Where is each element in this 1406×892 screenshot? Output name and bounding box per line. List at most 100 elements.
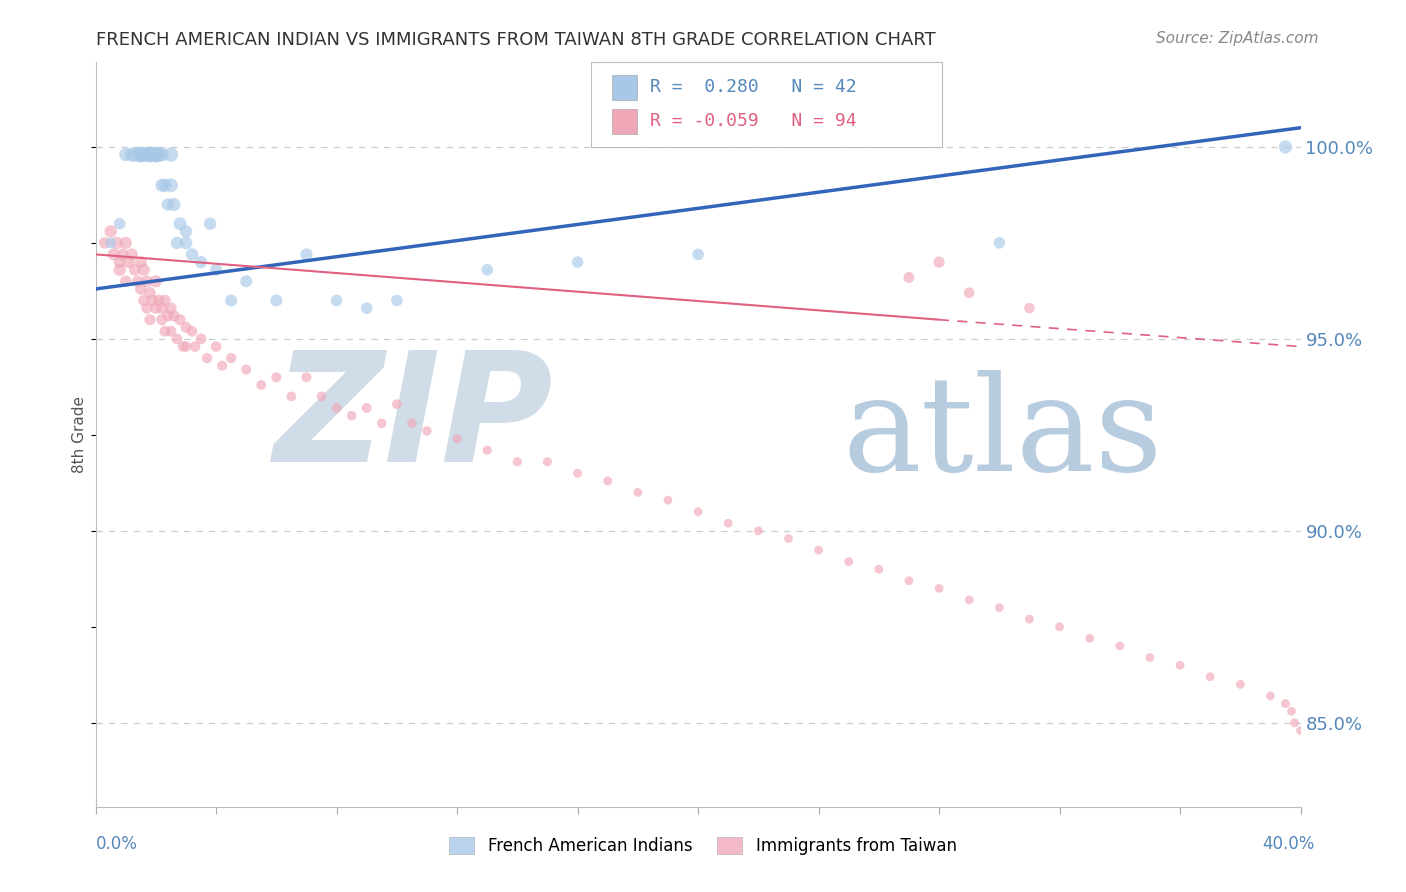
Point: [198, 217, 221, 231]
Point: [114, 274, 136, 288]
Point: [100, 224, 122, 238]
Text: 40.0%: 40.0%: [1263, 835, 1315, 853]
Point: [717, 516, 740, 530]
Point: [235, 362, 257, 376]
Point: [100, 235, 122, 250]
Point: [957, 285, 980, 300]
Point: [356, 401, 378, 415]
Point: [150, 301, 173, 315]
Text: atlas: atlas: [842, 370, 1163, 500]
Point: [153, 324, 176, 338]
Point: [1108, 639, 1130, 653]
Point: [219, 293, 242, 308]
Point: [747, 524, 769, 538]
Point: [627, 485, 650, 500]
Point: [1260, 689, 1282, 703]
Point: [156, 197, 179, 211]
Point: [897, 574, 920, 588]
Point: [150, 312, 173, 326]
Point: [295, 247, 318, 261]
Point: [1049, 620, 1071, 634]
Point: [807, 543, 830, 558]
Point: [135, 301, 157, 315]
Point: [160, 178, 183, 193]
Point: [153, 293, 176, 308]
Point: [657, 493, 679, 508]
Point: [129, 282, 152, 296]
Point: [356, 301, 378, 315]
Point: [295, 370, 318, 384]
Point: [145, 274, 167, 288]
Point: [211, 359, 233, 373]
Point: [184, 340, 207, 354]
Point: [1274, 697, 1296, 711]
Text: 0.0%: 0.0%: [96, 835, 138, 853]
Point: [235, 274, 257, 288]
Point: [928, 582, 950, 596]
Point: [132, 293, 155, 308]
Point: [506, 455, 529, 469]
Point: [195, 351, 218, 365]
Point: [169, 217, 191, 231]
Legend: French American Indians, Immigrants from Taiwan: French American Indians, Immigrants from…: [443, 830, 963, 862]
Point: [190, 332, 212, 346]
Text: ZIP: ZIP: [274, 345, 554, 494]
Point: [145, 147, 167, 161]
Point: [93, 235, 115, 250]
Text: R = -0.059   N = 94: R = -0.059 N = 94: [650, 112, 856, 129]
Point: [148, 293, 170, 308]
Point: [1284, 715, 1306, 730]
Point: [160, 301, 183, 315]
Point: [385, 397, 408, 411]
Point: [311, 389, 333, 403]
Point: [150, 178, 173, 193]
Point: [477, 443, 499, 458]
Point: [838, 555, 860, 569]
Point: [205, 262, 228, 277]
Point: [340, 409, 363, 423]
Point: [219, 351, 242, 365]
Point: [148, 147, 170, 161]
Point: [897, 270, 920, 285]
Point: [174, 320, 197, 334]
Point: [114, 235, 136, 250]
Point: [250, 378, 273, 392]
Point: [142, 147, 165, 161]
Text: Source: ZipAtlas.com: Source: ZipAtlas.com: [1156, 31, 1319, 46]
Point: [385, 293, 408, 308]
Point: [127, 274, 149, 288]
Point: [416, 424, 439, 438]
Point: [145, 301, 167, 315]
Point: [160, 147, 183, 161]
Point: [135, 274, 157, 288]
Point: [1139, 650, 1161, 665]
Point: [156, 309, 179, 323]
Point: [103, 247, 125, 261]
Point: [280, 389, 302, 403]
Point: [145, 147, 167, 161]
Point: [371, 417, 394, 431]
Point: [139, 147, 162, 161]
Point: [1281, 704, 1303, 718]
Point: [121, 147, 143, 161]
Point: [1018, 612, 1040, 626]
Point: [536, 455, 558, 469]
Point: [174, 224, 197, 238]
Point: [988, 600, 1011, 615]
Point: [181, 324, 204, 338]
Point: [686, 505, 709, 519]
Point: [957, 593, 980, 607]
Point: [108, 217, 131, 231]
Point: [135, 147, 157, 161]
Point: [1018, 301, 1040, 315]
Point: [132, 147, 155, 161]
Y-axis label: 8th Grade: 8th Grade: [72, 396, 87, 474]
Point: [121, 247, 143, 261]
Point: [1199, 670, 1222, 684]
Point: [1274, 140, 1296, 154]
Point: [477, 262, 499, 277]
Point: [163, 309, 186, 323]
Point: [166, 235, 188, 250]
Point: [174, 235, 197, 250]
Point: [153, 178, 176, 193]
